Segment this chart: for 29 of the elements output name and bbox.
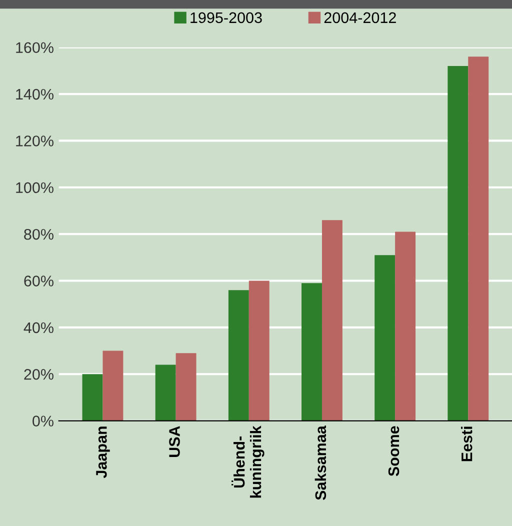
y-tick-label: 40% bbox=[24, 322, 54, 334]
y-tick-label: 20% bbox=[24, 368, 54, 380]
bar bbox=[322, 220, 342, 421]
legend-label: 2004-2012 bbox=[324, 12, 396, 24]
y-tick-label: 80% bbox=[24, 228, 54, 240]
x-tick-label: Saksamaa bbox=[314, 426, 326, 500]
y-tick-label: 120% bbox=[16, 136, 54, 146]
bar bbox=[395, 232, 416, 421]
y-tick-label: 160% bbox=[16, 42, 54, 54]
bar bbox=[102, 350, 124, 421]
y-tick-label: 0% bbox=[32, 416, 54, 426]
x-tick-label: Ühend- kuningriik bbox=[232, 426, 264, 498]
bar bbox=[468, 56, 489, 421]
y-tick-label: 60% bbox=[24, 276, 54, 286]
x-tick-label: Soome bbox=[388, 426, 400, 476]
legend-label: 1995-2003 bbox=[190, 12, 262, 24]
bar bbox=[302, 283, 322, 421]
bar bbox=[82, 374, 103, 421]
bar bbox=[155, 364, 176, 421]
y-tick-label: 100% bbox=[16, 182, 54, 194]
x-tick-label: Eesti bbox=[461, 426, 472, 462]
bar bbox=[228, 290, 249, 421]
y-tick-label: 140% bbox=[16, 88, 54, 100]
bar bbox=[374, 255, 396, 421]
bar bbox=[448, 66, 468, 421]
x-tick-label: USA bbox=[169, 426, 180, 457]
bar bbox=[176, 353, 196, 421]
x-tick-label: Jaapan bbox=[96, 426, 110, 478]
bar bbox=[248, 280, 270, 421]
